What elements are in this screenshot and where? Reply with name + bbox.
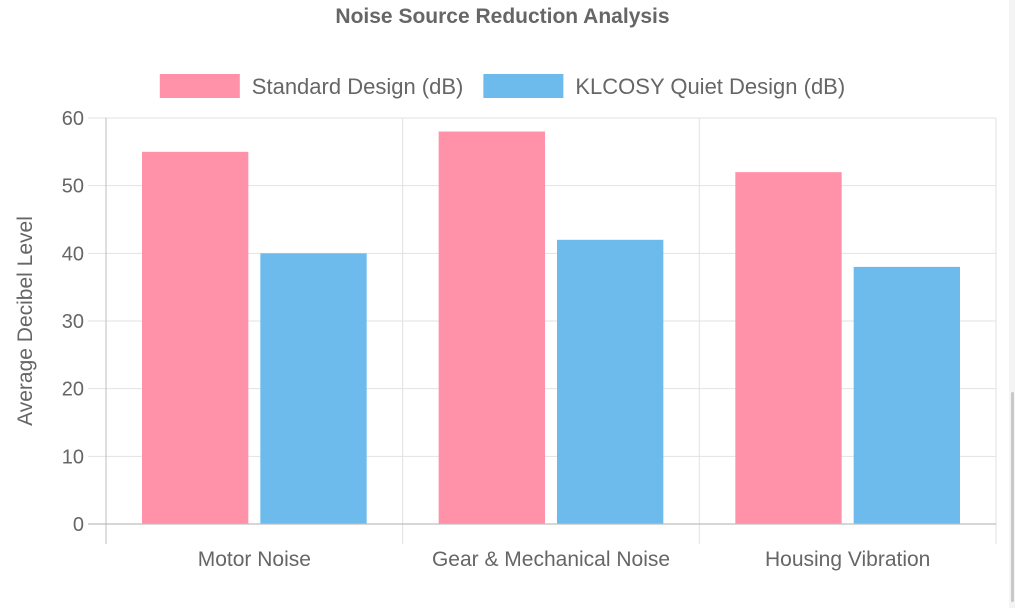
bar-klcosy-0	[260, 253, 367, 525]
scrollbar-track[interactable]	[1009, 0, 1015, 608]
y-tick-label: 60	[62, 108, 84, 130]
y-tick-label: 0	[73, 514, 84, 536]
bar-standard-2	[735, 172, 842, 524]
chart-title: Noise Source Reduction Analysis	[335, 5, 670, 28]
bar-klcosy-1	[557, 239, 664, 525]
x-tick-label: Gear & Mechanical Noise	[432, 548, 670, 571]
legend-label-0: Standard Design (dB)	[252, 74, 464, 99]
bar-standard-0	[142, 151, 249, 525]
y-tick-label: 40	[62, 243, 84, 265]
legend-swatch-1	[483, 74, 564, 98]
scrollbar-thumb[interactable]	[1011, 392, 1014, 602]
y-tick-label: 50	[62, 176, 84, 198]
y-tick-label: 30	[62, 311, 84, 333]
legend-swatch-0	[159, 74, 240, 98]
y-axis-title: Average Decibel Level	[14, 216, 37, 426]
y-tick-label: 20	[62, 379, 84, 401]
x-tick-label: Motor Noise	[198, 548, 311, 571]
x-tick-label: Housing Vibration	[765, 548, 930, 571]
y-tick-label: 10	[62, 446, 84, 468]
bar-klcosy-2	[853, 266, 960, 524]
legend-label-1: KLCOSY Quiet Design (dB)	[575, 74, 845, 99]
bar-standard-1	[438, 131, 545, 525]
